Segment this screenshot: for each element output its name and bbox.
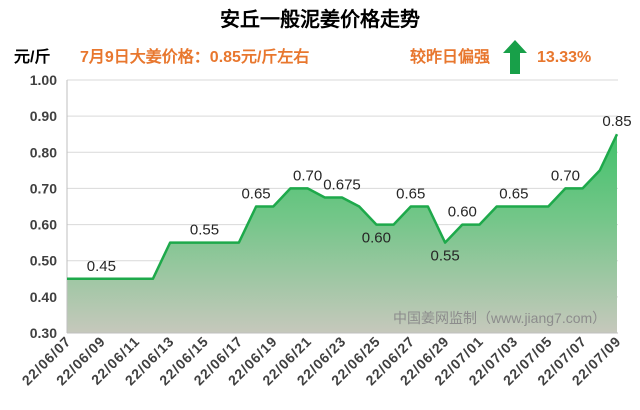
data-label: 0.675 bbox=[323, 176, 361, 193]
data-point bbox=[288, 186, 292, 190]
data-point bbox=[254, 205, 258, 209]
data-labels: 0.450.550.650.700.6750.600.650.550.600.6… bbox=[87, 113, 632, 275]
price-series-line bbox=[67, 133, 619, 281]
data-point bbox=[478, 223, 482, 227]
chart-title: 安丘一般泥姜价格走势 bbox=[220, 9, 420, 31]
y-tick-label: 0.60 bbox=[30, 217, 57, 233]
data-point bbox=[151, 277, 155, 281]
data-point bbox=[546, 205, 550, 209]
y-tick-label: 0.40 bbox=[30, 289, 57, 305]
price-area bbox=[67, 134, 617, 333]
price-note: 7月9日大姜价格：0.85元/斤左右 bbox=[80, 49, 310, 66]
data-point bbox=[443, 241, 447, 245]
y-tick-label: 0.50 bbox=[30, 253, 57, 269]
data-point bbox=[426, 205, 430, 209]
data-label: 0.60 bbox=[448, 204, 477, 221]
up-arrow-shape bbox=[503, 40, 527, 74]
data-label: 0.70 bbox=[551, 167, 580, 184]
data-point bbox=[117, 277, 121, 281]
data-label: 0.55 bbox=[431, 248, 460, 265]
data-point bbox=[512, 205, 516, 209]
data-label: 0.85 bbox=[602, 113, 631, 130]
x-axis-ticks: 22/06/0722/06/0922/06/1122/06/1322/06/15… bbox=[19, 333, 625, 389]
data-point bbox=[237, 241, 241, 245]
y-tick-label: 0.90 bbox=[30, 108, 57, 124]
watermark: 中国姜网监制（www.jiang7.com） bbox=[393, 310, 607, 326]
data-point bbox=[306, 186, 310, 190]
data-label: 0.65 bbox=[396, 186, 425, 203]
data-point bbox=[82, 277, 86, 281]
data-point bbox=[529, 205, 533, 209]
data-label: 0.65 bbox=[241, 186, 270, 203]
y-tick-label: 0.80 bbox=[30, 144, 57, 160]
data-point bbox=[598, 168, 602, 172]
data-point bbox=[134, 277, 138, 281]
data-point bbox=[323, 195, 327, 199]
data-point bbox=[357, 205, 361, 209]
data-point bbox=[563, 186, 567, 190]
data-point bbox=[392, 223, 396, 227]
data-point bbox=[340, 195, 344, 199]
data-label: 0.60 bbox=[362, 230, 391, 247]
data-point bbox=[374, 223, 378, 227]
y-axis-ticks: 1.00 0.90 0.80 0.70 0.60 0.50 0.40 0.30 bbox=[30, 72, 57, 341]
y-tick-label: 0.30 bbox=[30, 325, 57, 341]
y-tick-label: 0.70 bbox=[30, 180, 57, 196]
y-axis-unit-label: 元/斤 bbox=[14, 49, 51, 66]
data-point bbox=[168, 241, 172, 245]
data-label: 0.45 bbox=[87, 258, 116, 275]
data-point bbox=[409, 205, 413, 209]
data-point bbox=[460, 223, 464, 227]
up-arrow-icon bbox=[503, 40, 527, 74]
data-label: 0.55 bbox=[190, 222, 219, 239]
data-point bbox=[203, 241, 207, 245]
trend-label: 较昨日偏强 bbox=[410, 49, 491, 66]
data-point bbox=[220, 241, 224, 245]
data-point bbox=[65, 277, 69, 281]
change-percent: 13.33% bbox=[537, 49, 592, 66]
data-point bbox=[99, 277, 103, 281]
data-point bbox=[185, 241, 189, 245]
data-point bbox=[495, 205, 499, 209]
data-label: 0.70 bbox=[293, 167, 322, 184]
data-point bbox=[581, 186, 585, 190]
data-point bbox=[271, 205, 275, 209]
y-tick-label: 1.00 bbox=[30, 72, 57, 88]
data-label: 0.65 bbox=[499, 186, 528, 203]
data-point bbox=[615, 132, 619, 136]
